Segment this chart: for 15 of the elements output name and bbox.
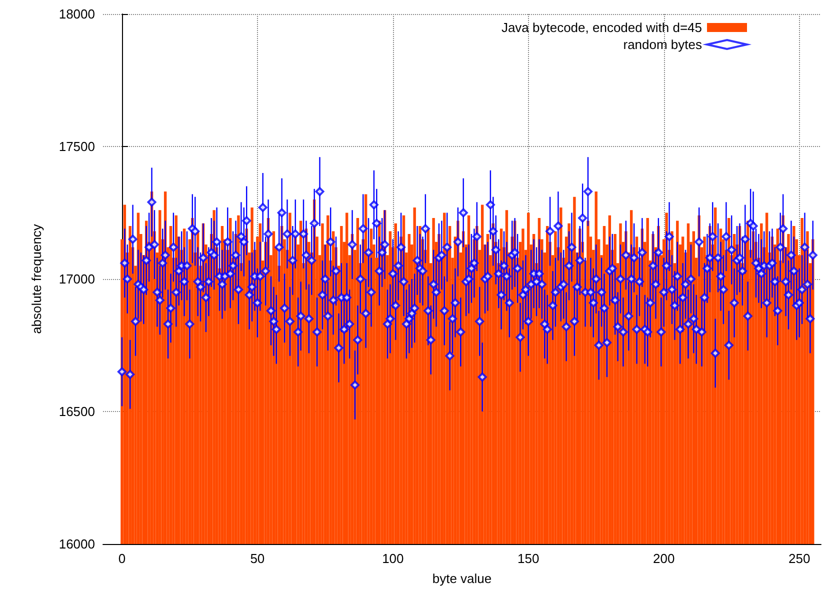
legend-label: Java bytecode, encoded with d=45 <box>501 20 702 35</box>
x-tick-label: 0 <box>118 551 126 566</box>
y-tick-label: 18000 <box>58 6 95 22</box>
x-tick-label: 150 <box>518 551 540 566</box>
legend-label: random bytes <box>623 37 702 52</box>
y-tick-label: 17000 <box>58 272 95 286</box>
x-tick-label: 50 <box>250 551 265 566</box>
x-tick-label: 250 <box>788 551 810 566</box>
x-tick-label: 100 <box>382 551 404 566</box>
y-tick-label: 16500 <box>58 404 95 419</box>
x-axis-title: byte value <box>432 571 492 586</box>
y-tick-label: 16000 <box>58 536 95 552</box>
y-axis-title: absolute frequency <box>29 224 44 334</box>
x-tick-label: 200 <box>653 551 675 566</box>
y-tick-label: 17500 <box>58 139 95 154</box>
